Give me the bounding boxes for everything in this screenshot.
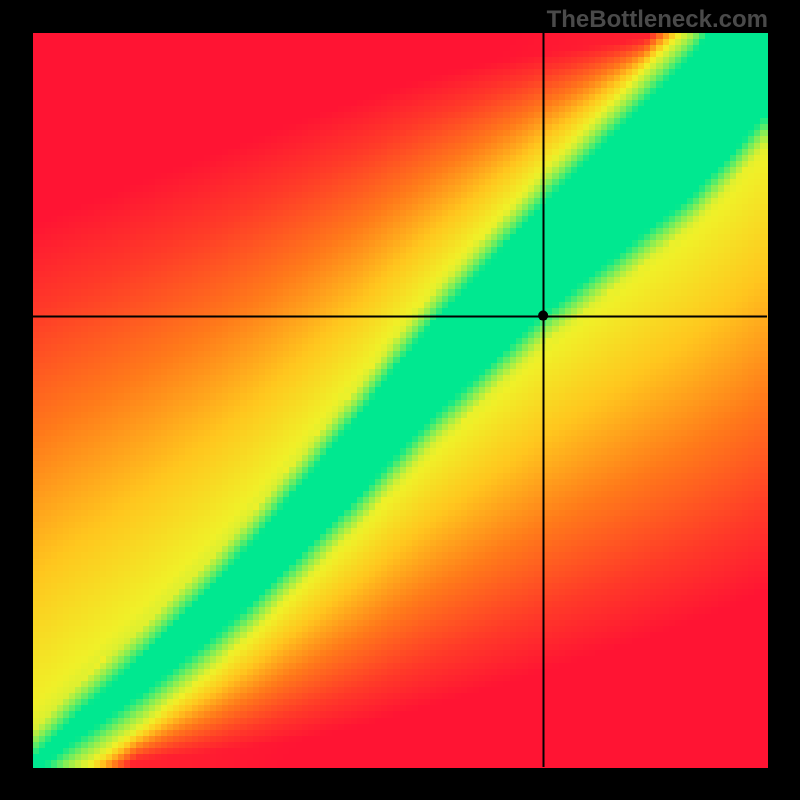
watermark-text: TheBottleneck.com bbox=[547, 6, 768, 34]
bottleneck-heatmap bbox=[0, 0, 800, 800]
